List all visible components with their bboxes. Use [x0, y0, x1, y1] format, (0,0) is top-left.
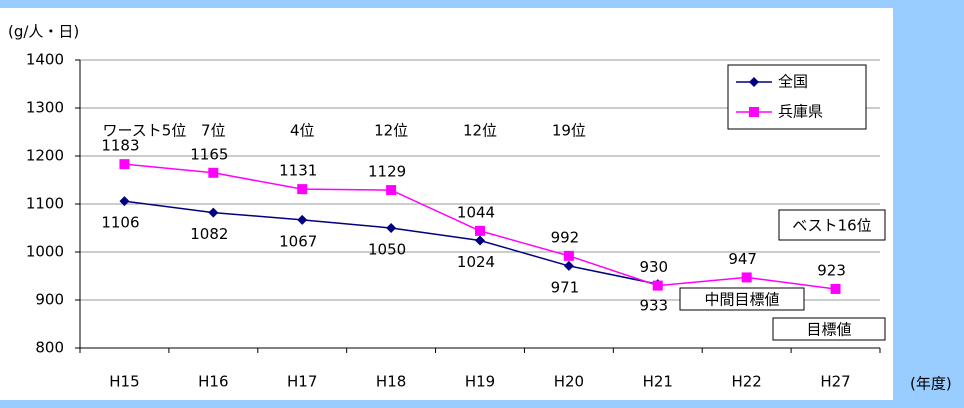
data-label: 992 [551, 228, 580, 246]
y-tick-label: 1300 [26, 99, 64, 117]
rank-annotation: 12位 [463, 122, 497, 140]
data-label: 971 [551, 278, 580, 296]
data-label: 1050 [368, 241, 406, 259]
legend-marker [749, 107, 759, 117]
best-rank-box [778, 209, 886, 241]
x-tick-label: H21 [643, 373, 673, 391]
point [475, 225, 485, 236]
data-label: 923 [817, 261, 846, 279]
rank-annotation: 12位 [374, 122, 408, 140]
best-rank: ベスト16位 [792, 217, 871, 235]
x-tick-label: H17 [287, 373, 317, 391]
data-label: 1183 [101, 137, 139, 155]
x-tick-label: H20 [554, 373, 584, 391]
point [208, 167, 219, 178]
data-label: 1129 [368, 163, 406, 181]
y-tick-label: 1400 [26, 51, 64, 69]
target-label: 中間目標値 [704, 291, 779, 309]
legend-label: 兵庫県 [778, 103, 823, 121]
legend-box [727, 64, 867, 130]
x-tick-label: H19 [465, 373, 495, 391]
point [652, 280, 663, 291]
point [208, 207, 219, 218]
data-label: 1044 [457, 203, 495, 221]
y-tick-label: 900 [35, 291, 64, 309]
y-tick-label: 1000 [26, 243, 64, 261]
legend-marker [749, 77, 759, 87]
point [119, 196, 130, 207]
x-tick-label: H27 [820, 373, 850, 391]
x-tick-label: H16 [198, 373, 228, 391]
data-label: 930 [639, 258, 668, 276]
y-tick-label: 800 [35, 339, 64, 357]
data-label: 1082 [190, 225, 228, 243]
data-label: 1024 [457, 253, 495, 271]
point [297, 184, 308, 195]
y-tick-label: 1200 [26, 147, 64, 165]
rank-annotation: 7位 [201, 122, 226, 140]
rank-annotation: ワースト5位 [103, 122, 187, 140]
data-label: 1131 [279, 162, 317, 180]
y-tick-label: 1100 [26, 195, 64, 213]
data-label: 1067 [279, 232, 317, 250]
target-box [679, 287, 805, 311]
x-tick-label: H18 [376, 373, 406, 391]
data-label: 1165 [190, 145, 228, 163]
x-tick-label: H22 [731, 373, 761, 391]
data-label: 1106 [101, 214, 139, 232]
point [563, 250, 574, 261]
point [119, 159, 130, 170]
x-tick-label: H15 [109, 373, 139, 391]
data-label: 933 [639, 297, 668, 315]
point [830, 283, 841, 294]
point [563, 260, 574, 271]
rank-annotation: 4位 [290, 122, 315, 140]
legend-label: 全国 [778, 73, 808, 91]
x-axis-label: (年度) [910, 375, 952, 393]
point [741, 272, 752, 283]
point [386, 185, 397, 196]
data-label: 947 [728, 250, 757, 268]
rank-annotation: 19位 [552, 122, 586, 140]
y-axis-label: (g/人・日) [8, 23, 79, 41]
point [475, 235, 485, 246]
target-box [772, 317, 886, 341]
target-label: 目標値 [806, 321, 851, 339]
point [386, 223, 397, 233]
point [297, 214, 308, 225]
